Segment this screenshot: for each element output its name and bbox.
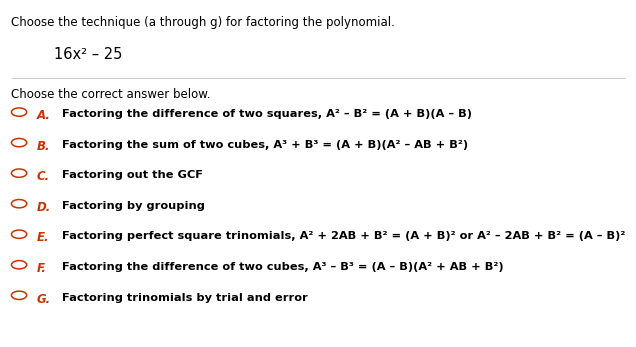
Text: A.: A. bbox=[37, 109, 51, 122]
Text: Choose the technique (a through g) for factoring the polynomial.: Choose the technique (a through g) for f… bbox=[11, 16, 396, 28]
Text: Factoring out the GCF: Factoring out the GCF bbox=[62, 170, 204, 180]
Text: B.: B. bbox=[37, 140, 50, 153]
Text: D.: D. bbox=[37, 201, 51, 214]
Text: C.: C. bbox=[37, 170, 50, 183]
Text: E.: E. bbox=[37, 231, 50, 244]
Text: F.: F. bbox=[37, 262, 47, 275]
Text: Choose the correct answer below.: Choose the correct answer below. bbox=[11, 88, 211, 101]
Text: Factoring trinomials by trial and error: Factoring trinomials by trial and error bbox=[62, 293, 308, 303]
Text: Factoring the sum of two cubes, A³ + B³ = (A + B)(A² – AB + B²): Factoring the sum of two cubes, A³ + B³ … bbox=[62, 140, 469, 150]
Text: Factoring the difference of two squares, A² – B² = (A + B)(A – B): Factoring the difference of two squares,… bbox=[62, 109, 473, 119]
Text: G.: G. bbox=[37, 293, 51, 305]
Text: Factoring perfect square trinomials, A² + 2AB + B² = (A + B)² or A² – 2AB + B² =: Factoring perfect square trinomials, A² … bbox=[62, 231, 626, 242]
Text: Factoring by grouping: Factoring by grouping bbox=[62, 201, 205, 211]
Text: 16x² – 25: 16x² – 25 bbox=[54, 47, 123, 62]
Text: Factoring the difference of two cubes, A³ – B³ = (A – B)(A² + AB + B²): Factoring the difference of two cubes, A… bbox=[62, 262, 504, 272]
